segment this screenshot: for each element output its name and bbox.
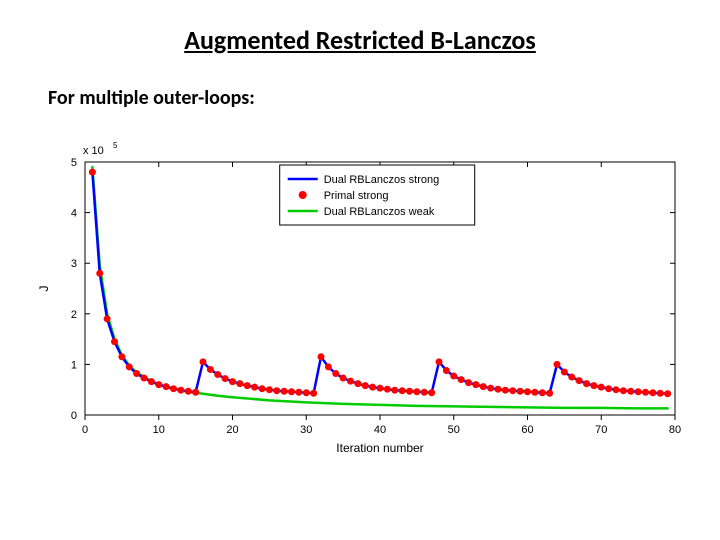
svg-text:4: 4 xyxy=(71,208,77,220)
svg-text:Primal strong: Primal strong xyxy=(324,190,389,202)
svg-text:5: 5 xyxy=(71,157,77,169)
svg-text:30: 30 xyxy=(300,424,312,436)
svg-text:Iteration number: Iteration number xyxy=(336,441,423,455)
svg-text:Dual RBLanczos weak: Dual RBLanczos weak xyxy=(324,206,435,218)
svg-text:50: 50 xyxy=(448,424,460,436)
svg-text:3: 3 xyxy=(71,258,77,270)
svg-text:1: 1 xyxy=(71,359,77,371)
title-text: Augmented Restricted B-Lanczos xyxy=(184,24,536,56)
svg-text:10: 10 xyxy=(153,424,165,436)
svg-text:0: 0 xyxy=(71,410,77,422)
svg-text:80: 80 xyxy=(669,424,681,436)
svg-text:20: 20 xyxy=(226,424,238,436)
svg-text:Dual RBLanczos strong: Dual RBLanczos strong xyxy=(324,174,440,186)
svg-text:70: 70 xyxy=(595,424,607,436)
iteration-chart: 0 10 20 30 40 50 60 70 80 0 1 2 3 4 5 x 10 5 Iteration nu… xyxy=(30,140,690,460)
svg-text:5: 5 xyxy=(113,141,118,150)
svg-text:0: 0 xyxy=(82,424,88,436)
subtitle-text: For multiple outer-loops: xyxy=(48,86,255,110)
page-title: Augmented Restricted B-Lanczos xyxy=(0,24,720,56)
svg-text:2: 2 xyxy=(71,309,77,321)
page-subtitle: For multiple outer-loops: xyxy=(48,86,255,110)
svg-text:60: 60 xyxy=(521,424,533,436)
svg-text:40: 40 xyxy=(374,424,386,436)
svg-text:J: J xyxy=(37,286,51,292)
svg-text:x 10: x 10 xyxy=(83,145,104,157)
